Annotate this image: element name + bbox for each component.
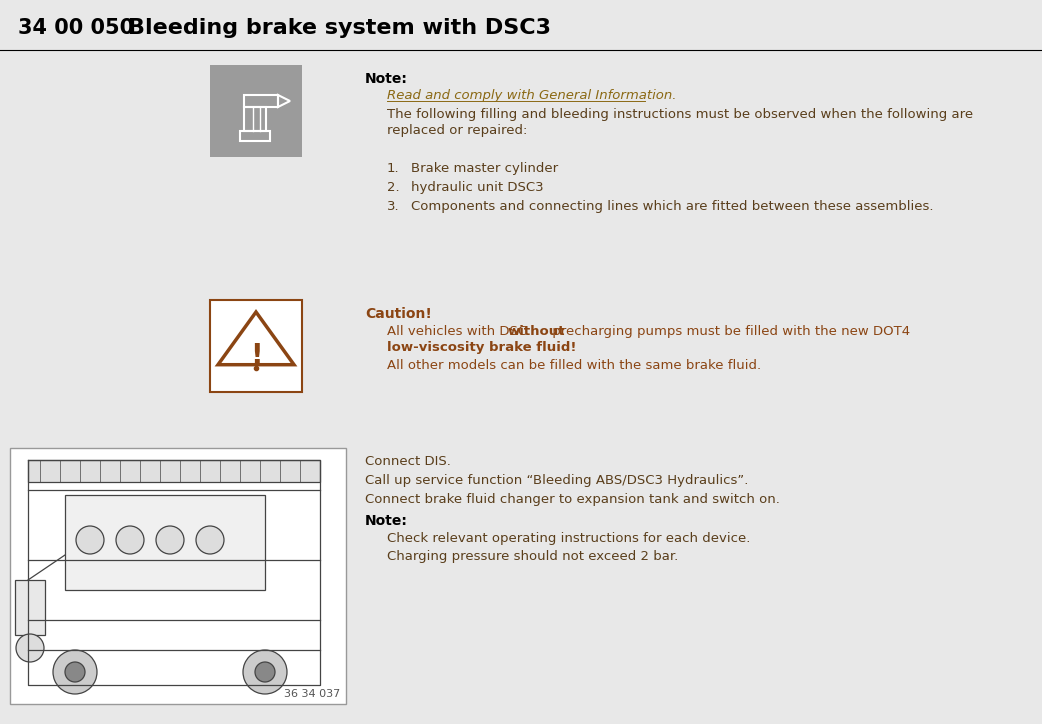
Wedge shape <box>53 650 97 694</box>
Text: Caution!: Caution! <box>365 307 431 321</box>
Text: without: without <box>508 325 566 338</box>
Text: 3.: 3. <box>387 200 400 213</box>
Bar <box>240 131 270 141</box>
Bar <box>65 495 265 590</box>
Text: Read and comply with General Information.: Read and comply with General Information… <box>387 89 676 102</box>
Circle shape <box>16 634 44 662</box>
Text: !: ! <box>250 342 263 370</box>
Circle shape <box>116 526 144 554</box>
Text: The following filling and bleeding instructions must be observed when the follow: The following filling and bleeding instr… <box>387 108 973 121</box>
FancyBboxPatch shape <box>210 65 302 157</box>
Text: Connect brake fluid changer to expansion tank and switch on.: Connect brake fluid changer to expansion… <box>365 493 779 506</box>
FancyBboxPatch shape <box>10 448 346 704</box>
Text: Bleeding brake system with DSC3: Bleeding brake system with DSC3 <box>128 18 551 38</box>
Circle shape <box>255 662 275 682</box>
Text: Connect DIS.: Connect DIS. <box>365 455 451 468</box>
Text: Brake master cylinder: Brake master cylinder <box>411 162 559 175</box>
Text: 36 34 037: 36 34 037 <box>283 689 340 699</box>
Text: Check relevant operating instructions for each device.: Check relevant operating instructions fo… <box>387 532 750 545</box>
Text: Charging pressure should not exceed 2 bar.: Charging pressure should not exceed 2 ba… <box>387 550 678 563</box>
Circle shape <box>76 526 104 554</box>
Bar <box>15 580 45 635</box>
Text: replaced or repaired:: replaced or repaired: <box>387 124 527 137</box>
Text: All other models can be filled with the same brake fluid.: All other models can be filled with the … <box>387 359 761 372</box>
Text: 34 00 050: 34 00 050 <box>18 18 134 38</box>
Text: All vehicles with DSC: All vehicles with DSC <box>387 325 531 338</box>
Text: 2.: 2. <box>387 181 400 194</box>
Bar <box>28 460 320 482</box>
Circle shape <box>196 526 224 554</box>
Text: 1.: 1. <box>387 162 400 175</box>
Wedge shape <box>243 650 287 694</box>
Text: precharging pumps must be filled with the new DOT4: precharging pumps must be filled with th… <box>548 325 911 338</box>
FancyBboxPatch shape <box>210 300 302 392</box>
Text: Note:: Note: <box>365 514 407 528</box>
Circle shape <box>65 662 85 682</box>
Circle shape <box>156 526 184 554</box>
Text: Call up service function “Bleeding ABS/DSC3 Hydraulics”.: Call up service function “Bleeding ABS/D… <box>365 474 748 487</box>
Text: Components and connecting lines which are fitted between these assemblies.: Components and connecting lines which ar… <box>411 200 934 213</box>
Text: low-viscosity brake fluid!: low-viscosity brake fluid! <box>387 341 576 354</box>
Text: Note:: Note: <box>365 72 407 86</box>
Text: hydraulic unit DSC3: hydraulic unit DSC3 <box>411 181 544 194</box>
